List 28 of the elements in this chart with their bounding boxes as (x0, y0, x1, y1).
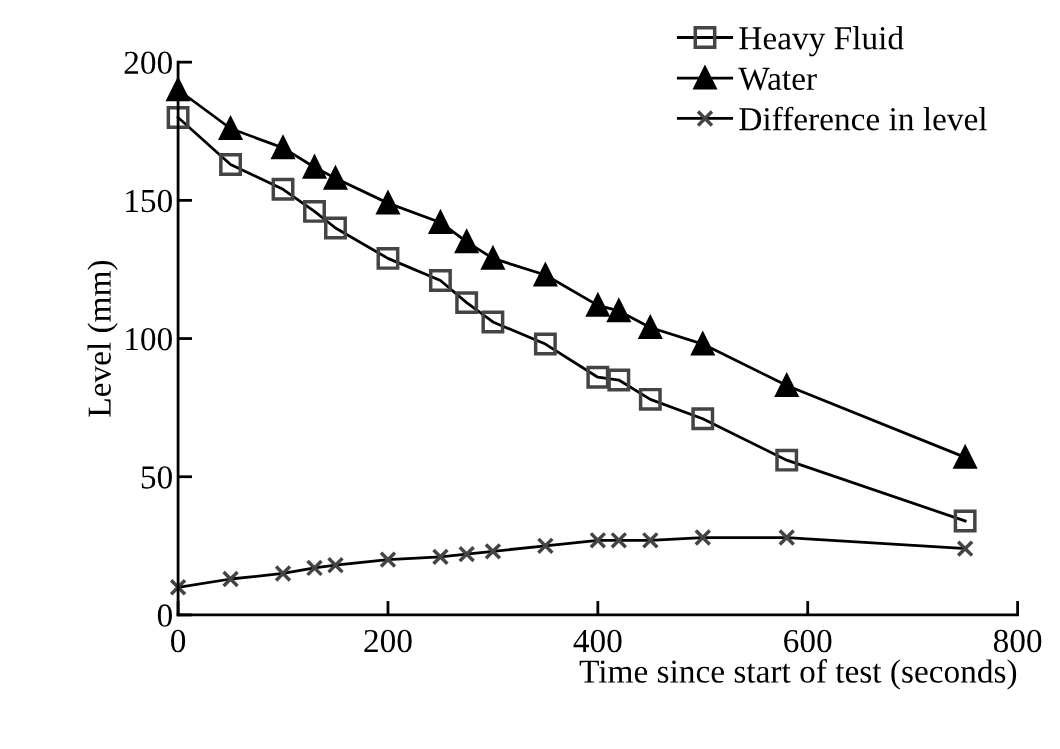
point (271, 136, 295, 160)
point (480, 244, 506, 270)
legend-label: Water (738, 67, 817, 91)
point (775, 374, 799, 397)
x-tick-label: 400 (573, 629, 622, 653)
legend-label: Heavy Fluid (739, 26, 904, 57)
legend-label: Difference in level (739, 106, 987, 131)
point (690, 330, 716, 356)
point (638, 316, 662, 339)
y-tick-label: 0 (157, 604, 172, 627)
x-tick-label: 600 (784, 629, 832, 653)
point (375, 189, 401, 215)
x-tick-label: 800 (993, 629, 1042, 653)
point (455, 230, 479, 254)
point (532, 261, 558, 287)
x-axis-title: Time since start of test (seconds) (579, 659, 1017, 690)
point (585, 291, 610, 317)
y-tick-label: 50 (141, 466, 172, 489)
y-tick-label: 100 (126, 327, 172, 351)
point (607, 299, 631, 323)
point (952, 443, 978, 469)
x-tick-label: 200 (364, 629, 412, 653)
point (323, 164, 348, 190)
y-tick-label: 150 (126, 189, 172, 213)
y-tick-label: 200 (124, 51, 172, 75)
point (302, 153, 327, 179)
point (219, 117, 243, 140)
y-axis-title: Level (mm) (87, 260, 118, 417)
